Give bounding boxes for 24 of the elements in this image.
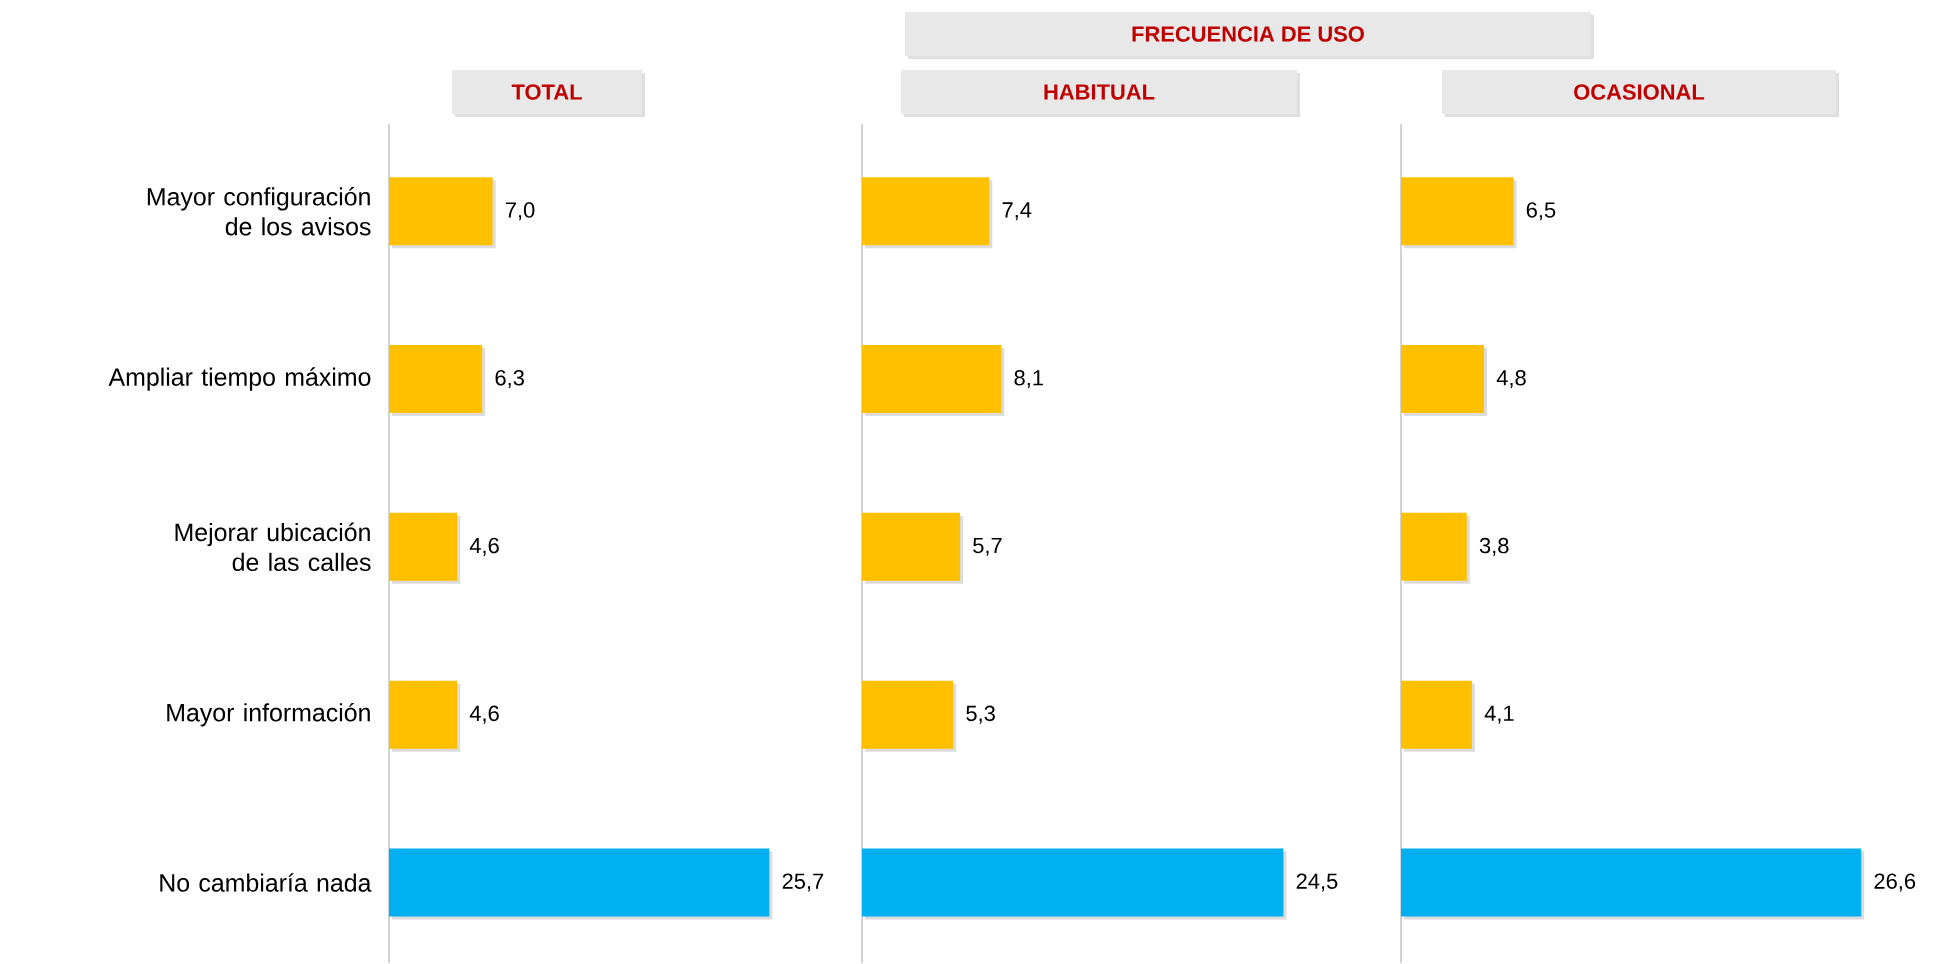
data-label: 5,7	[973, 538, 1002, 557]
y-tick-label: Mejorar ubicación de las calles	[175, 522, 371, 572]
text: FRECUENCIA DE USO	[1132, 26, 1364, 42]
data-label: 7,0	[505, 202, 535, 221]
data-label: 6,3	[495, 370, 524, 389]
chart-title: TOTAL	[511, 84, 582, 101]
data-label: 24,5	[1296, 873, 1338, 892]
chart-title: HABITUAL	[1044, 84, 1155, 100]
y-tick-label: Ampliar tiempo máximo	[108, 367, 371, 392]
y-tick-label: Mayor configuración de los avisos	[147, 187, 371, 236]
data-label: 8,1	[1014, 370, 1043, 389]
data-label: 4,6	[469, 538, 499, 557]
data-label: 4,8	[1496, 370, 1526, 389]
data-label: 4,1	[1484, 705, 1514, 724]
y-tick-label: Mayor información	[167, 703, 370, 727]
data-label: 3,8	[1479, 538, 1509, 557]
data-label: 26,6	[1874, 873, 1916, 892]
chart-title: OCASIONAL	[1574, 84, 1705, 101]
y-tick-label: No cambiaría nada	[160, 873, 372, 893]
data-label: 5,3	[966, 705, 995, 724]
data-label: 4,6	[469, 705, 499, 724]
data-label: 7,4	[1002, 202, 1032, 221]
data-label: 25,7	[782, 873, 824, 892]
data-label: 6,5	[1526, 202, 1556, 221]
